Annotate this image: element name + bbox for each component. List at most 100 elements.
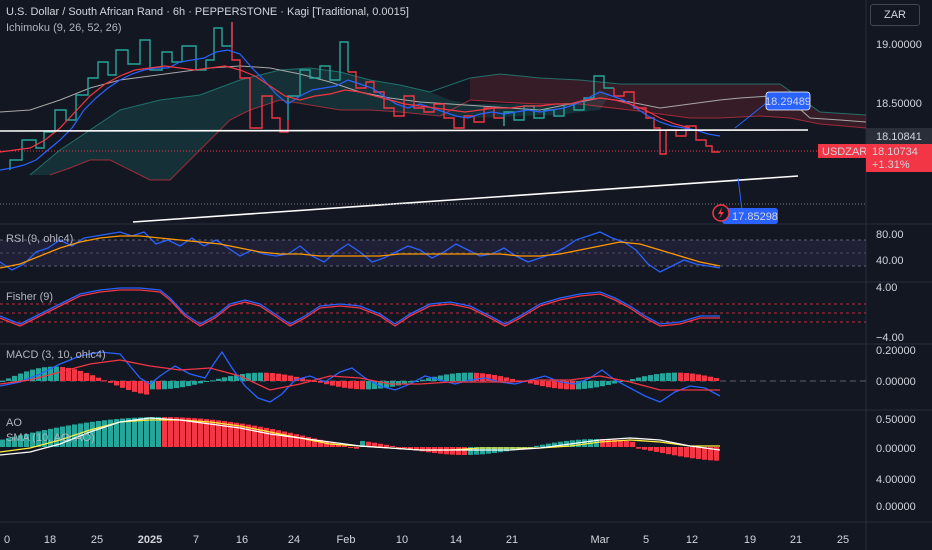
histogram-bar (528, 381, 533, 384)
ichimoku-label[interactable]: Ichimoku (9, 26, 52, 26) (6, 22, 122, 34)
histogram-bar (18, 373, 23, 381)
histogram-bar (690, 373, 695, 381)
macd-tick: 0.00000 (876, 376, 916, 388)
histogram-bar (366, 381, 371, 390)
histogram-bar (168, 381, 173, 389)
histogram-bar (630, 441, 635, 447)
alert-icon[interactable] (712, 204, 730, 222)
histogram-bar (246, 373, 251, 381)
histogram-bar (198, 381, 203, 384)
level-line-label: 18.10841 (876, 131, 922, 143)
histogram-bar (354, 447, 359, 449)
histogram-bar (192, 418, 197, 447)
histogram-bar (588, 381, 593, 389)
histogram-bar (6, 378, 11, 381)
histogram-bar (330, 442, 335, 447)
fisher-pane[interactable]: Fisher (9) 4.00 −4.00 (0, 282, 904, 344)
histogram-bar (708, 376, 713, 381)
histogram-bar (306, 379, 311, 381)
histogram-bar (318, 439, 323, 447)
histogram-bar (300, 435, 305, 447)
histogram-bar (126, 418, 131, 447)
time-tick: 7 (193, 534, 199, 546)
histogram-bar (456, 447, 461, 455)
histogram-bar (216, 420, 221, 447)
histogram-bar (84, 372, 89, 381)
histogram-bar (324, 441, 329, 447)
rsi-pane[interactable]: RSI (9, ohlc4) 80.00 40.00 (0, 229, 904, 273)
histogram-bar (72, 369, 77, 381)
ao-pane[interactable]: AO SMA (10, AO, AO) 0.50000 0.00000 4.00… (0, 414, 916, 513)
callout-upper[interactable]: 18.29489 (765, 91, 811, 111)
histogram-bar (168, 417, 173, 447)
histogram-bar (54, 427, 59, 447)
time-tick: 2025 (138, 534, 162, 546)
callout-lower[interactable]: 17.85298 (722, 208, 778, 224)
time-tick: 16 (236, 534, 248, 546)
histogram-bar (234, 374, 239, 381)
fisher-tick: 4.00 (876, 282, 897, 294)
histogram-bar (474, 372, 479, 381)
histogram-bar (66, 367, 71, 381)
histogram-bar (336, 381, 341, 387)
rsi-tick: 80.00 (876, 229, 904, 241)
tenkan-kijun (0, 49, 721, 171)
histogram-bar (600, 439, 605, 447)
histogram-bar (672, 372, 677, 381)
macd-pane[interactable]: MACD (3, 10, ohlc4) 0.20000 0.00000 (0, 345, 916, 403)
histogram-bar (558, 381, 563, 389)
histogram-bar (42, 367, 47, 381)
histogram-bar (678, 372, 683, 381)
histogram-bar (384, 381, 389, 388)
currency-button[interactable]: ZAR (870, 4, 920, 26)
histogram-bar (684, 372, 689, 381)
histogram-bar (258, 372, 263, 381)
histogram-bar (96, 377, 101, 381)
histogram-bar (294, 434, 299, 447)
fisher-label: Fisher (9) (6, 291, 53, 303)
histogram-bar (120, 381, 125, 388)
trendlines[interactable] (0, 99, 866, 223)
histogram-bar (342, 445, 347, 447)
histogram-bar (270, 429, 275, 447)
histogram-bar (486, 374, 491, 381)
histogram-bar (186, 417, 191, 447)
current-change: +1.31% (872, 159, 910, 171)
histogram-bar (264, 372, 269, 381)
histogram-bar (258, 426, 263, 447)
histogram-bar (306, 436, 311, 447)
histogram-bar (594, 381, 599, 388)
price-axis[interactable]: 19.00000 18.50000 18.10841 USDZAR 18.107… (818, 39, 932, 172)
histogram-bar (108, 419, 113, 447)
histogram-bar (372, 381, 377, 390)
histogram-bar (0, 381, 5, 382)
histogram-bar (150, 417, 155, 447)
histogram-bar (234, 422, 239, 447)
histogram-bar (396, 381, 401, 386)
histogram-bar (210, 419, 215, 447)
histogram-bar (438, 375, 443, 381)
histogram-bar (276, 430, 281, 447)
histogram-bar (648, 375, 653, 381)
histogram-bar (414, 447, 419, 451)
fisher-tick: −4.00 (876, 332, 904, 344)
histogram-bar (222, 377, 227, 381)
histogram-bar (132, 417, 137, 447)
histogram-bar (324, 381, 329, 385)
kagi-line[interactable] (9, 22, 720, 170)
histogram-bar (120, 418, 125, 447)
histogram-bar (162, 417, 167, 447)
histogram-bar (36, 431, 41, 447)
histogram-bar (510, 378, 515, 381)
histogram-bar (462, 372, 467, 381)
histogram-bar (132, 381, 137, 392)
time-axis[interactable]: 0 18 25 2025 7 16 24 Feb 10 14 21 Mar 5 12 19 21 25 (4, 534, 849, 546)
histogram-bar (618, 381, 623, 383)
histogram-bar (642, 376, 647, 381)
histogram-bar (18, 435, 23, 447)
histogram-bar (300, 378, 305, 381)
ao-tick: 0.50000 (876, 414, 916, 426)
time-tick: 14 (450, 534, 462, 546)
histogram-bar (204, 381, 209, 382)
